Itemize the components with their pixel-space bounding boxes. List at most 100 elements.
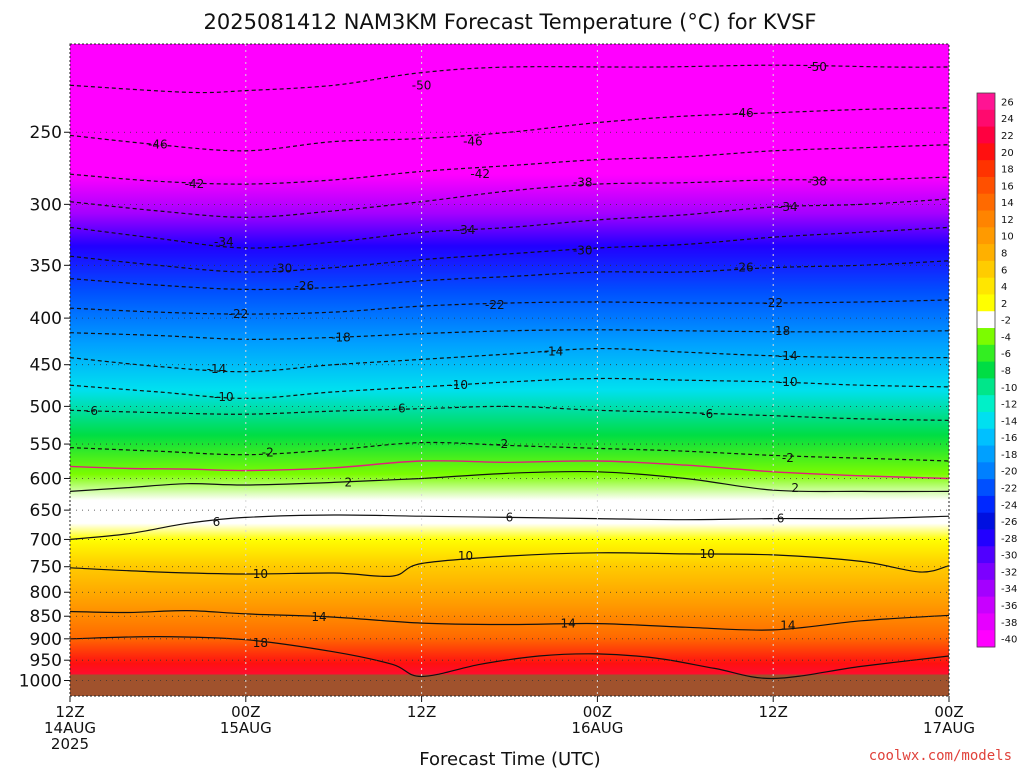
- isotherm-label: -30: [273, 262, 293, 276]
- isotherm-6: [69, 514, 950, 540]
- isotherm-label: -14: [778, 349, 798, 363]
- colorbar-swatch: [977, 411, 995, 430]
- colorbar-legend: 26 24 22 20 18 16 14 12 10 8 6 4 2 -2 -4 -6 -8 -10 -12 -14 -…: [976, 92, 1017, 648]
- x-tick-label: 17AUG: [923, 719, 975, 737]
- y-tick-label: 900: [30, 630, 62, 650]
- colorbar-label: -8: [1001, 366, 1011, 377]
- isotherm-label: -46: [463, 135, 483, 149]
- grid-lines: [69, 43, 950, 697]
- colorbar-label: -20: [1001, 467, 1017, 478]
- isotherm-label: -38: [807, 174, 827, 188]
- isotherm-label: 10: [700, 547, 715, 561]
- isotherm-label: -30: [573, 243, 593, 257]
- isotherm-label: -18: [771, 324, 791, 338]
- colorbar-swatch: [977, 462, 995, 480]
- colorbar-label: -36: [1001, 601, 1017, 612]
- isotherm-label: 14: [311, 610, 326, 624]
- colorbar-label: -30: [1001, 551, 1017, 562]
- isotherm-label: 14: [560, 617, 575, 631]
- x-tick-label: 14AUG: [44, 719, 96, 737]
- colorbar-label: 4: [1001, 282, 1007, 293]
- colorbar-swatch: [977, 160, 995, 178]
- isotherm-label: -10: [214, 390, 234, 404]
- colorbar-swatch: [977, 328, 995, 346]
- colorbar-swatch: [977, 479, 995, 497]
- colorbar-swatch: [977, 630, 995, 648]
- isotherm-label: -50: [807, 60, 827, 74]
- isotherm-label: -6: [394, 402, 406, 416]
- isotherm-label: -22: [763, 296, 783, 310]
- isotherm-label: -46: [734, 106, 754, 120]
- y-tick-label: 750: [30, 558, 62, 578]
- isotherm-minus-42: [69, 144, 950, 185]
- colorbar-label: -40: [1001, 635, 1017, 646]
- colorbar-label: 20: [1001, 148, 1014, 159]
- colorbar-label: -14: [1001, 416, 1017, 427]
- isotherm-label: -26: [734, 261, 754, 275]
- x-tick-label: 12Z: [55, 703, 84, 721]
- colorbar-swatch: [977, 244, 995, 262]
- x-tick-label: 00Z: [934, 703, 963, 721]
- y-tick-label: 300: [30, 195, 62, 215]
- colorbar-label: 26: [1001, 97, 1014, 108]
- colorbar-label: -24: [1001, 500, 1017, 511]
- isotherm-label: -42: [185, 177, 205, 191]
- x-tick-label: 15AUG: [220, 719, 272, 737]
- x-tick-label: 12Z: [407, 703, 436, 721]
- isotherm-minus-46: [69, 107, 950, 152]
- freezing-level-line: [69, 460, 950, 480]
- colorbar-label: -6: [1001, 349, 1011, 360]
- isotherm-label: -18: [331, 330, 351, 344]
- colorbar-label: 14: [1001, 198, 1014, 209]
- isotherm-label: -26: [295, 279, 315, 293]
- isotherm-label: 10: [458, 549, 473, 563]
- colorbar-label: -38: [1001, 618, 1017, 629]
- x-tick-label: 16AUG: [571, 719, 623, 737]
- isotherm-label: -42: [470, 167, 490, 181]
- chart-title: 2025081412 NAM3KM Forecast Temperature (…: [204, 10, 817, 34]
- isotherm-label: -22: [485, 298, 505, 312]
- colorbar-swatch: [977, 126, 995, 144]
- colorbar-label: 18: [1001, 165, 1014, 176]
- colorbar-label: 10: [1001, 232, 1014, 243]
- colorbar-swatch: [977, 546, 995, 564]
- colorbar-swatch: [977, 563, 995, 581]
- isotherm-label: 2: [791, 481, 799, 495]
- x-tick-label: 2025: [51, 735, 89, 753]
- colorbar-label: -28: [1001, 534, 1017, 545]
- colorbar-swatch: [977, 143, 995, 161]
- isotherm-minus-26: [69, 260, 950, 291]
- y-tick-label: 250: [30, 123, 62, 143]
- isotherm-minus-2: [69, 441, 950, 462]
- y-tick-label: 350: [30, 256, 62, 276]
- colorbar-label: -34: [1001, 584, 1017, 595]
- colorbar-swatch: [977, 93, 995, 111]
- isotherm-label: -2: [496, 437, 508, 451]
- colorbar-swatch: [977, 378, 995, 396]
- colorbar-label: 24: [1001, 114, 1014, 125]
- y-tick-label: 500: [30, 397, 62, 417]
- colorbar-swatch: [977, 311, 995, 329]
- y-axis: 250 300 350 400 450 500 550 600 650 700 750 800 850 9…: [19, 123, 70, 691]
- isotherm-label: -38: [573, 176, 593, 190]
- isotherm-minus-14: [69, 347, 950, 373]
- isotherm-label: 6: [213, 515, 221, 529]
- isotherm-label: -46: [148, 138, 168, 152]
- y-tick-label: 600: [30, 469, 62, 489]
- colorbar-label: 8: [1001, 248, 1007, 259]
- isotherm-minus-6: [69, 405, 950, 421]
- isotherm-label: -50: [412, 78, 432, 92]
- colorbar-swatch: [977, 294, 995, 312]
- colorbar-swatch: [977, 495, 995, 514]
- isotherm-label: 6: [506, 510, 514, 524]
- isotherm-label: 14: [780, 618, 795, 632]
- isotherm-label: -14: [207, 362, 227, 376]
- colorbar-swatch: [977, 260, 995, 279]
- colorbar-label: -22: [1001, 484, 1017, 495]
- colorbar-swatch: [977, 193, 995, 212]
- plot-frame: [69, 43, 950, 697]
- y-tick-label: 1000: [19, 671, 62, 691]
- ground-surface: [70, 674, 949, 696]
- colorbar-frame: [976, 92, 996, 648]
